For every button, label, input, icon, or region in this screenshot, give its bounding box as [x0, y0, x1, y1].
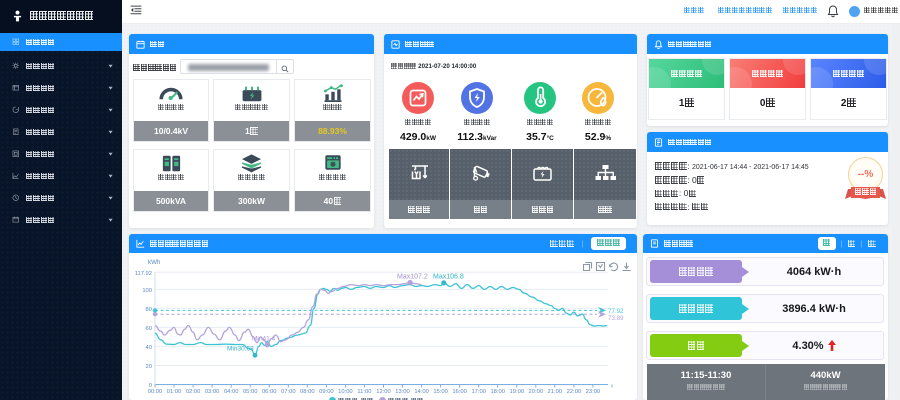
svg-text:11:00: 11:00 [357, 389, 371, 395]
svg-text:09:00: 09:00 [319, 389, 334, 395]
svg-text:Min41.4: Min41.4 [252, 336, 276, 343]
svg-text:60: 60 [146, 326, 152, 332]
svg-text:23:00: 23:00 [586, 389, 601, 395]
svg-text:16:00: 16:00 [452, 389, 467, 395]
svg-text:Max106.8: Max106.8 [433, 274, 464, 281]
svg-text:Min30.68: Min30.68 [227, 346, 254, 353]
svg-text:0: 0 [149, 383, 152, 389]
svg-text:12:00: 12:00 [376, 389, 391, 395]
svg-text:100: 100 [142, 288, 152, 294]
svg-text:00:00: 00:00 [148, 389, 163, 395]
svg-text:kWh: kWh [148, 259, 161, 266]
svg-text:01:00: 01:00 [167, 389, 182, 395]
svg-text:06:00: 06:00 [262, 389, 277, 395]
svg-text:20: 20 [146, 364, 152, 370]
svg-text:Max107.2: Max107.2 [397, 274, 428, 281]
svg-text:77.92: 77.92 [608, 308, 624, 315]
svg-text:08:00: 08:00 [300, 389, 315, 395]
svg-text:20:00: 20:00 [529, 389, 544, 395]
svg-text:14:00: 14:00 [414, 389, 429, 395]
svg-text:21:00: 21:00 [548, 389, 563, 395]
svg-text:19:00: 19:00 [510, 389, 525, 395]
svg-text:15:00: 15:00 [433, 389, 448, 395]
svg-text:117.92: 117.92 [135, 271, 152, 277]
svg-text:73.89: 73.89 [608, 315, 624, 322]
svg-text:17:00: 17:00 [471, 389, 486, 395]
svg-text:10:00: 10:00 [338, 389, 353, 395]
svg-text:03:00: 03:00 [205, 389, 220, 395]
svg-text:13:00: 13:00 [395, 389, 410, 395]
svg-text:40: 40 [146, 345, 152, 351]
svg-text:02:00: 02:00 [186, 389, 201, 395]
svg-text:04:00: 04:00 [224, 389, 239, 395]
svg-text:05:00: 05:00 [243, 389, 258, 395]
svg-text:07:00: 07:00 [281, 389, 296, 395]
svg-text:22:00: 22:00 [567, 389, 582, 395]
svg-text:80: 80 [146, 307, 152, 313]
svg-text:18:00: 18:00 [490, 389, 505, 395]
